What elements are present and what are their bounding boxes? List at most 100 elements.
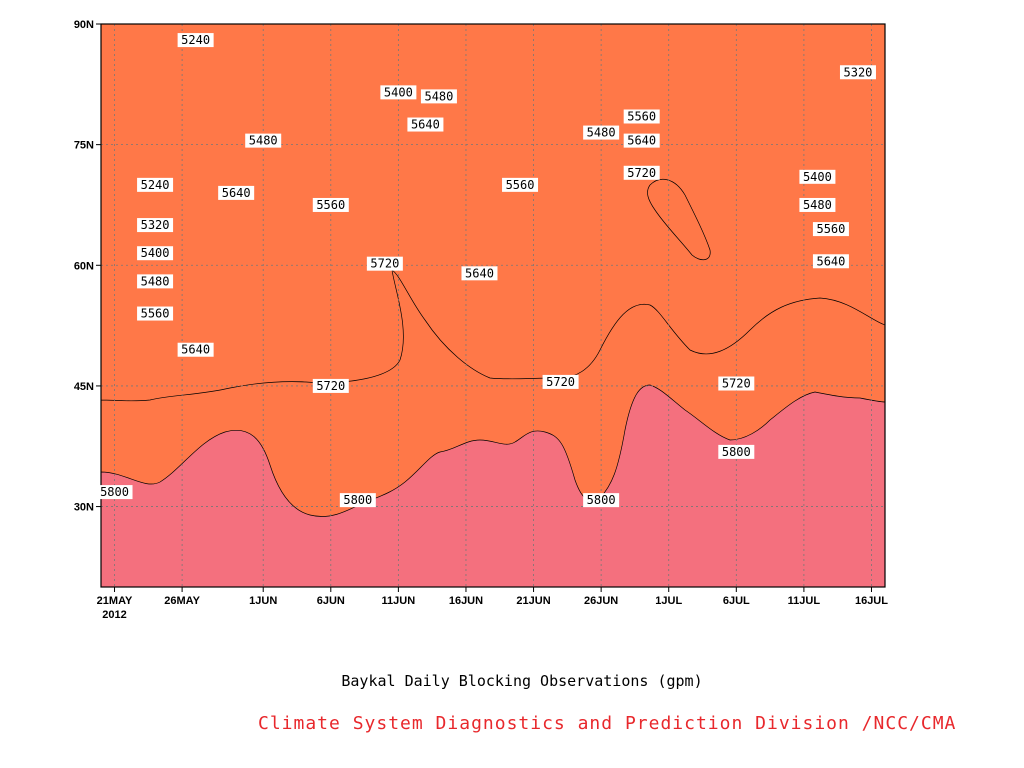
x-tick-label: 11JUL — [788, 595, 821, 607]
contour-label: 5480 — [420, 89, 457, 104]
contour-label: 5480 — [245, 133, 282, 148]
blob-5720-jul — [647, 178, 711, 261]
grid — [101, 24, 885, 587]
contour-label: 5800 — [339, 493, 376, 508]
y-tick-label: 45N — [74, 381, 94, 393]
contour-label-bg — [799, 169, 836, 184]
contour-label-bg — [177, 342, 214, 357]
contour-label-bg — [623, 133, 660, 148]
x-tick-label: 11JUN — [382, 595, 416, 607]
contour-label-text: 5800 — [587, 493, 616, 507]
contour-label: 5800 — [718, 444, 755, 459]
contour-label-text: 5720 — [370, 257, 399, 271]
contour-label-bg — [718, 444, 755, 459]
contour-label: 5800 — [96, 485, 133, 500]
contour-label: 5560 — [812, 222, 849, 237]
y-tick-label: 90N — [74, 19, 94, 31]
contour-label-text: 5800 — [343, 493, 372, 507]
contour-label-text: 5560 — [816, 222, 845, 236]
contour-label-text: 5560 — [141, 307, 170, 321]
contour-label-bg — [312, 378, 349, 393]
contour-label: 5560 — [623, 109, 660, 124]
contour-label-bg — [502, 177, 539, 192]
contour-label-text: 5560 — [316, 198, 345, 212]
x-tick-label: 1JUL — [655, 595, 682, 607]
contour-label-bg — [542, 374, 579, 389]
contour-label-text: 5640 — [411, 118, 440, 132]
y-tick-label: 75N — [74, 140, 94, 152]
contour-label: 5640 — [407, 117, 444, 132]
contour-label-bg — [380, 85, 417, 100]
contour-label-bg — [339, 493, 376, 508]
contour-label-bg — [420, 89, 457, 104]
contour-label: 5640 — [623, 133, 660, 148]
contour-label: 5240 — [137, 177, 174, 192]
x-tick-label: 16JUN — [449, 595, 483, 607]
contour-label-bg — [718, 376, 755, 391]
contour-label-bg — [137, 246, 174, 261]
contour-label-bg — [812, 222, 849, 237]
contour-label-bg — [137, 274, 174, 289]
contour-label-text: 5640 — [222, 186, 251, 200]
contour-label-text: 5320 — [141, 218, 170, 232]
contour-label-bg — [583, 125, 620, 140]
contour-label-bg — [312, 197, 349, 212]
contour-label: 5400 — [380, 85, 417, 100]
contour-label-text: 5400 — [141, 246, 170, 260]
contour-label-text: 5640 — [816, 254, 845, 268]
x-tick-label: 1JUN — [249, 595, 277, 607]
contour-label-text: 5480 — [141, 274, 170, 288]
contour-label-bg — [366, 256, 403, 271]
contour-label-bg — [461, 266, 498, 281]
contour-label: 5720 — [542, 374, 579, 389]
contour-label-text: 5640 — [627, 134, 656, 148]
contour-label-text: 5640 — [181, 343, 210, 357]
contour-label-text: 5720 — [546, 375, 575, 389]
contour-label-text: 5720 — [316, 379, 345, 393]
contour-label: 5800 — [583, 493, 620, 508]
contour-label: 5320 — [137, 218, 174, 233]
contour-label: 5480 — [583, 125, 620, 140]
credit-line: Climate System Diagnostics and Predictio… — [258, 713, 957, 734]
contour-label-bg — [799, 197, 836, 212]
contour-label: 5720 — [623, 165, 660, 180]
contour-label-bg — [583, 493, 620, 508]
contour-label-bg — [839, 65, 876, 80]
contour-label-bg — [218, 185, 255, 200]
contour-label: 5640 — [218, 185, 255, 200]
x-tick-label: 21JUN — [516, 595, 550, 607]
contour-label-text: 5480 — [803, 198, 832, 212]
contour-label: 5720 — [366, 256, 403, 271]
contour-label-bg — [623, 165, 660, 180]
contour-label-text: 5400 — [803, 170, 832, 184]
contour-labels: 5240 5240 5320 5400 5480 5560 5640 5480 5640 5560… — [96, 33, 876, 508]
contour-label: 5320 — [839, 65, 876, 80]
x-year-label: 2012 — [102, 609, 126, 621]
contour-label-text: 5480 — [424, 89, 453, 103]
contour-label: 5640 — [461, 266, 498, 281]
contour-label-text: 5800 — [722, 445, 751, 459]
chart-title: Baykal Daily Blocking Observations (gpm) — [341, 672, 703, 690]
contour-label-text: 5720 — [627, 166, 656, 180]
contour-label-text: 5400 — [384, 85, 413, 99]
contour-label: 5640 — [812, 254, 849, 269]
contour-label: 5400 — [799, 169, 836, 184]
contour-label-text: 5800 — [100, 485, 129, 499]
contour-label: 5560 — [312, 197, 349, 212]
contour-label-text: 5320 — [844, 65, 873, 79]
contour-label-bg — [137, 306, 174, 321]
y-axis: 30N 45N 60N 75N 90N — [74, 19, 101, 514]
contour-label-text: 5720 — [722, 377, 751, 391]
contour-label: 5400 — [137, 246, 174, 261]
x-tick-label: 26JUN — [584, 595, 618, 607]
contour-label-bg — [137, 177, 174, 192]
contour-label-bg — [407, 117, 444, 132]
band-above-5800 — [101, 384, 885, 587]
contour-label-bg — [137, 218, 174, 233]
contour-label-bg — [177, 33, 214, 48]
contour-label-bg — [812, 254, 849, 269]
x-tick-label: 16JUL — [855, 595, 888, 607]
contour-label-text: 5560 — [627, 109, 656, 123]
contour-label: 5640 — [177, 342, 214, 357]
